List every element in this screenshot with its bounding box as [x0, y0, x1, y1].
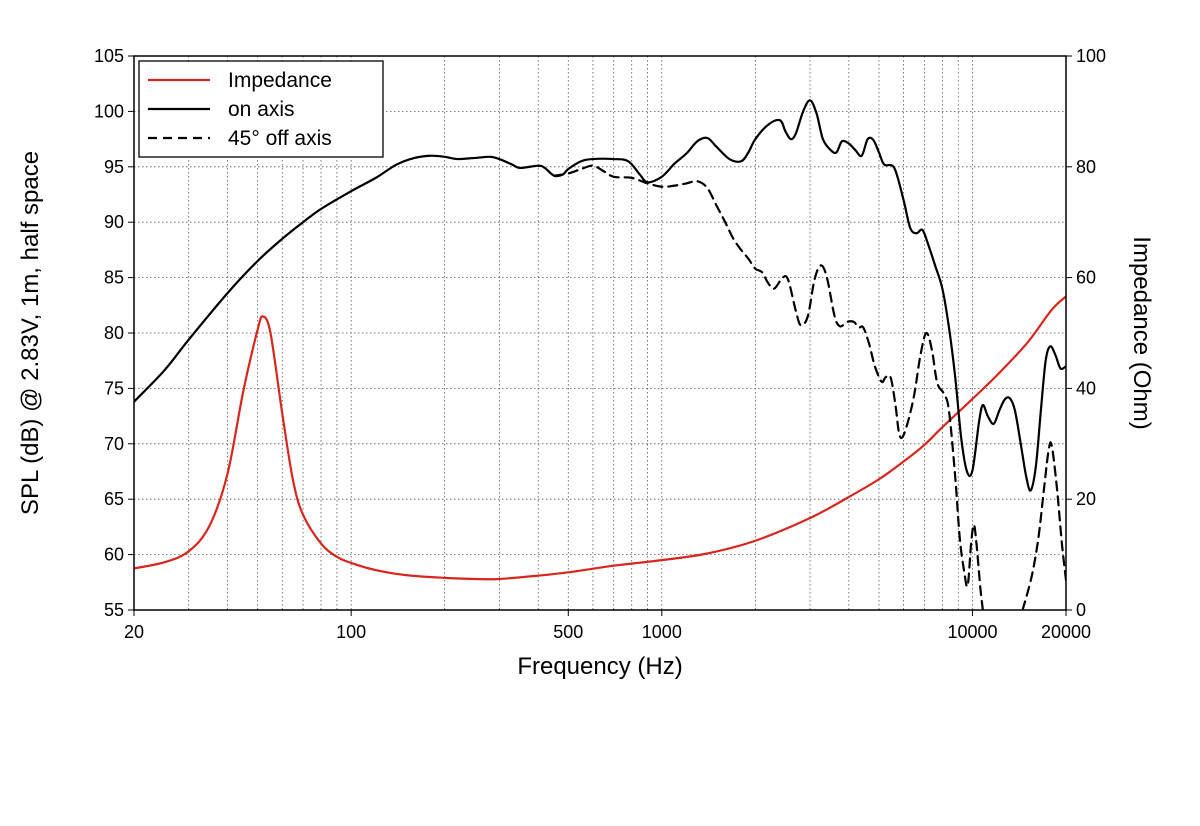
x-axis-title: Frequency (Hz)	[517, 653, 682, 680]
y-right-tick-label: 40	[1076, 378, 1096, 398]
y-right-tick-label: 60	[1076, 268, 1096, 288]
legend-label: on axis	[228, 98, 295, 121]
y-left-tick-label: 55	[104, 600, 124, 620]
x-tick-label: 10000	[947, 622, 997, 642]
series-layer	[134, 99, 1066, 610]
legend: Impedance on axis 45° off axis	[138, 60, 384, 158]
x-tick-label: 20	[124, 622, 144, 642]
x-tick-label: 1000	[642, 622, 682, 642]
y-left-tick-label: 100	[94, 101, 124, 121]
y-left-tick-label: 60	[104, 545, 124, 565]
legend-label: 45° off axis	[228, 127, 332, 150]
y-right-tick-label: 0	[1076, 600, 1086, 620]
y-left-tick-label: 95	[104, 157, 124, 177]
y-left-tick-label: 80	[104, 323, 124, 343]
y-right-tick-label: 80	[1076, 157, 1096, 177]
x-tick-label: 20000	[1041, 622, 1091, 642]
legend-label: Impedance	[228, 69, 332, 92]
series-line-45-off-axis-tail	[1021, 441, 1066, 610]
y-left-tick-label: 70	[104, 434, 124, 454]
series-line-on-axis	[134, 99, 1066, 492]
y-left-tick-label: 85	[104, 268, 124, 288]
ticks: 20 100 500 1000 10000 20000556065707580859095…	[94, 46, 1106, 642]
y-left-tick-label: 90	[104, 212, 124, 232]
y-left-tick-label: 105	[94, 46, 124, 66]
y-right-tick-label: 100	[1076, 46, 1106, 66]
y-left-tick-label: 75	[104, 378, 124, 398]
x-tick-label: 100	[336, 622, 366, 642]
y-left-tick-label: 65	[104, 489, 124, 509]
y-right-axis-title: Impedance (Ohm)	[1128, 236, 1155, 429]
series-line-impedance	[134, 295, 1066, 581]
grid	[134, 56, 1066, 610]
y-left-axis-title: SPL (dB) @ 2.83V, 1m, half space	[17, 151, 44, 515]
series-line-45-off-axis	[552, 164, 984, 610]
y-right-tick-label: 20	[1076, 489, 1096, 509]
series-group	[134, 99, 1066, 610]
x-tick-label: 500	[553, 622, 583, 642]
